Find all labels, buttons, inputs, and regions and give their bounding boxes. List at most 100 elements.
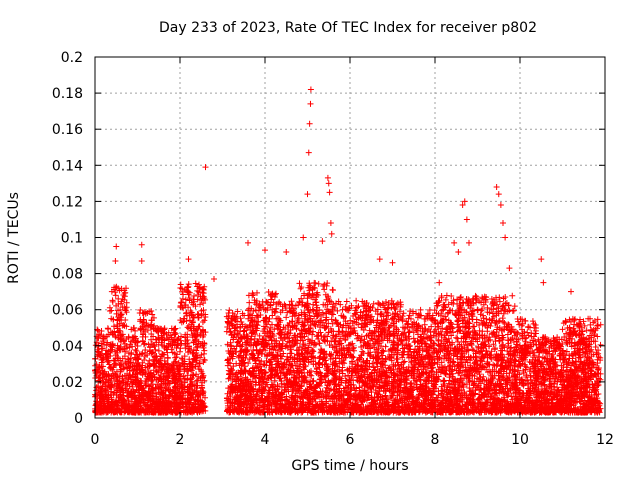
data-point	[370, 300, 377, 307]
data-point	[98, 359, 105, 366]
data-point	[376, 301, 383, 308]
data-point	[118, 285, 125, 292]
data-point	[98, 402, 105, 409]
data-point	[315, 335, 322, 342]
data-point	[96, 377, 103, 384]
data-point	[98, 327, 105, 334]
data-point	[109, 381, 116, 388]
data-point	[129, 334, 136, 341]
data-point	[122, 317, 129, 324]
data-point	[104, 351, 111, 358]
data-point	[109, 331, 116, 338]
data-point	[95, 383, 102, 390]
data-point	[118, 399, 125, 406]
data-point	[112, 292, 119, 299]
data-point	[108, 404, 115, 411]
data-point	[134, 338, 141, 345]
data-point	[184, 372, 191, 379]
data-point	[115, 345, 122, 352]
data-point	[126, 391, 133, 398]
data-point	[115, 384, 122, 391]
data-point	[114, 405, 121, 412]
data-point	[102, 383, 109, 390]
data-point	[246, 299, 253, 306]
data-point	[130, 388, 137, 395]
data-point	[96, 331, 103, 338]
data-point	[114, 342, 121, 349]
data-point	[117, 311, 124, 318]
data-point	[107, 364, 114, 371]
data-point	[110, 323, 117, 330]
data-point	[107, 378, 114, 385]
data-point	[134, 351, 141, 358]
data-point	[132, 346, 139, 353]
data-point	[178, 299, 185, 306]
data-point	[99, 375, 106, 382]
data-point	[124, 364, 131, 371]
data-point	[103, 354, 110, 361]
data-point	[99, 386, 106, 393]
data-point	[182, 296, 189, 303]
data-point	[130, 373, 137, 380]
data-point	[115, 329, 122, 336]
data-point	[133, 347, 140, 354]
data-point	[184, 324, 191, 331]
data-points	[92, 86, 604, 416]
data-point	[329, 287, 336, 294]
data-point	[125, 374, 132, 381]
data-point	[113, 392, 120, 399]
data-point	[112, 360, 119, 367]
data-point	[111, 357, 118, 364]
data-point	[328, 316, 335, 323]
data-point	[107, 347, 114, 354]
data-point	[97, 391, 104, 398]
data-point	[276, 316, 283, 323]
data-point	[123, 323, 130, 330]
data-point	[139, 350, 146, 357]
data-point	[245, 360, 252, 367]
data-point	[108, 343, 115, 350]
data-point	[108, 382, 115, 389]
data-point	[172, 330, 179, 337]
data-point	[126, 383, 133, 390]
data-point	[132, 327, 139, 334]
data-point	[123, 304, 130, 311]
data-point	[105, 392, 112, 399]
data-point	[343, 298, 350, 305]
data-point	[118, 396, 125, 403]
data-point	[339, 367, 346, 374]
data-point	[95, 404, 102, 411]
data-point	[115, 301, 122, 308]
data-point	[117, 336, 124, 343]
data-point	[133, 401, 140, 408]
data-point	[126, 392, 133, 399]
data-point	[118, 298, 125, 305]
data-point	[226, 307, 233, 314]
data-point	[111, 328, 118, 335]
data-point	[92, 392, 99, 399]
data-point	[113, 361, 120, 368]
data-point	[129, 403, 136, 410]
data-point	[105, 325, 112, 332]
data-point	[110, 370, 117, 377]
data-point	[406, 336, 413, 343]
data-point	[119, 355, 126, 362]
data-point	[112, 284, 119, 291]
data-point	[100, 379, 107, 386]
data-point	[128, 349, 135, 356]
data-point	[353, 297, 360, 304]
data-point	[324, 280, 331, 287]
data-point	[123, 345, 130, 352]
data-point	[110, 409, 117, 416]
data-point	[98, 345, 105, 352]
data-point	[339, 306, 346, 313]
data-point	[114, 317, 121, 324]
data-point	[114, 321, 121, 328]
data-point	[114, 349, 121, 356]
data-point	[110, 316, 117, 323]
data-point	[126, 365, 133, 372]
data-point	[155, 347, 162, 354]
data-point	[100, 355, 107, 362]
data-point	[97, 352, 104, 359]
data-point	[93, 387, 100, 394]
